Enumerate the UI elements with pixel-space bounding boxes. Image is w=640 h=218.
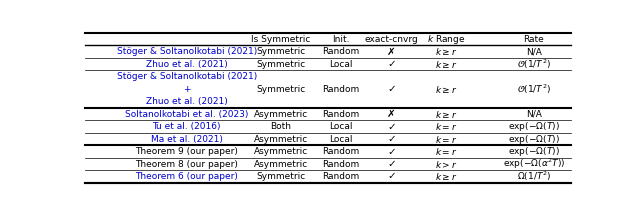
Text: Asymmetric: Asymmetric <box>253 135 308 143</box>
Text: Is Symmetric: Is Symmetric <box>251 35 310 44</box>
Text: Symmetric: Symmetric <box>256 172 305 181</box>
Text: $\mathcal{O}(1/T^2)$: $\mathcal{O}(1/T^2)$ <box>516 57 551 71</box>
Text: Zhuo et al. (2021): Zhuo et al. (2021) <box>146 60 227 69</box>
Text: Soltanolkotabi et al. (2023): Soltanolkotabi et al. (2023) <box>125 110 248 119</box>
Text: $k = r$: $k = r$ <box>435 146 457 157</box>
Text: Random: Random <box>322 85 359 94</box>
Text: Local: Local <box>329 60 352 69</box>
Text: Random: Random <box>322 160 359 169</box>
Text: Local: Local <box>329 122 352 131</box>
Text: Tu et al. (2016): Tu et al. (2016) <box>152 122 221 131</box>
Text: ✓: ✓ <box>387 134 396 144</box>
Text: $k \geq r$: $k \geq r$ <box>435 46 457 57</box>
Text: Asymmetric: Asymmetric <box>253 110 308 119</box>
Text: ✓: ✓ <box>387 84 396 94</box>
Text: Zhuo et al. (2021): Zhuo et al. (2021) <box>146 97 227 106</box>
Text: Ma et al. (2021): Ma et al. (2021) <box>150 135 223 143</box>
Text: $k \geq r$: $k \geq r$ <box>435 83 457 95</box>
Text: ✗: ✗ <box>387 109 396 119</box>
Text: ✓: ✓ <box>387 122 396 131</box>
Text: Both: Both <box>270 122 291 131</box>
Text: ✓: ✓ <box>387 172 396 182</box>
Text: ✗: ✗ <box>387 47 396 57</box>
Text: $\Omega(1/T^2)$: $\Omega(1/T^2)$ <box>516 170 551 183</box>
Text: Local: Local <box>329 135 352 143</box>
Text: $k \geq r$: $k \geq r$ <box>435 109 457 119</box>
Text: $\exp(-\Omega(\alpha^2 T))$: $\exp(-\Omega(\alpha^2 T))$ <box>502 157 565 171</box>
Text: $\mathcal{O}(1/T^2)$: $\mathcal{O}(1/T^2)$ <box>516 82 551 96</box>
Text: Stöger & Soltanolkotabi (2021): Stöger & Soltanolkotabi (2021) <box>116 47 257 56</box>
Text: exact-cnvrg: exact-cnvrg <box>365 35 419 44</box>
Text: Symmetric: Symmetric <box>256 47 305 56</box>
Text: $\exp(-\Omega(T))$: $\exp(-\Omega(T))$ <box>508 133 560 146</box>
Text: N/A: N/A <box>526 110 542 119</box>
Text: Theorem 8 (our paper): Theorem 8 (our paper) <box>135 160 238 169</box>
Text: $\exp(-\Omega(T))$: $\exp(-\Omega(T))$ <box>508 145 560 158</box>
Text: Asymmetric: Asymmetric <box>253 160 308 169</box>
Text: $k = r$: $k = r$ <box>435 134 457 145</box>
Text: Random: Random <box>322 147 359 156</box>
Text: $k \geq r$: $k \geq r$ <box>435 171 457 182</box>
Text: Random: Random <box>322 47 359 56</box>
Text: ✓: ✓ <box>387 146 396 157</box>
Text: Asymmetric: Asymmetric <box>253 147 308 156</box>
Text: Symmetric: Symmetric <box>256 85 305 94</box>
Text: $k$ Range: $k$ Range <box>427 33 465 46</box>
Text: ✓: ✓ <box>387 159 396 169</box>
Text: $k \geq r$: $k \geq r$ <box>435 59 457 70</box>
Text: Theorem 6 (our paper): Theorem 6 (our paper) <box>135 172 238 181</box>
Text: Stöger & Soltanolkotabi (2021): Stöger & Soltanolkotabi (2021) <box>116 72 257 81</box>
Text: Init.: Init. <box>332 35 349 44</box>
Text: Theorem 9 (our paper): Theorem 9 (our paper) <box>135 147 238 156</box>
Text: N/A: N/A <box>526 47 542 56</box>
Text: $\exp(-\Omega(T))$: $\exp(-\Omega(T))$ <box>508 120 560 133</box>
Text: $k > r$: $k > r$ <box>435 158 457 170</box>
Text: Random: Random <box>322 172 359 181</box>
Text: +: + <box>183 85 190 94</box>
Text: Rate: Rate <box>524 35 544 44</box>
Text: ✓: ✓ <box>387 59 396 69</box>
Text: Symmetric: Symmetric <box>256 60 305 69</box>
Text: $k = r$: $k = r$ <box>435 121 457 132</box>
Text: Random: Random <box>322 110 359 119</box>
